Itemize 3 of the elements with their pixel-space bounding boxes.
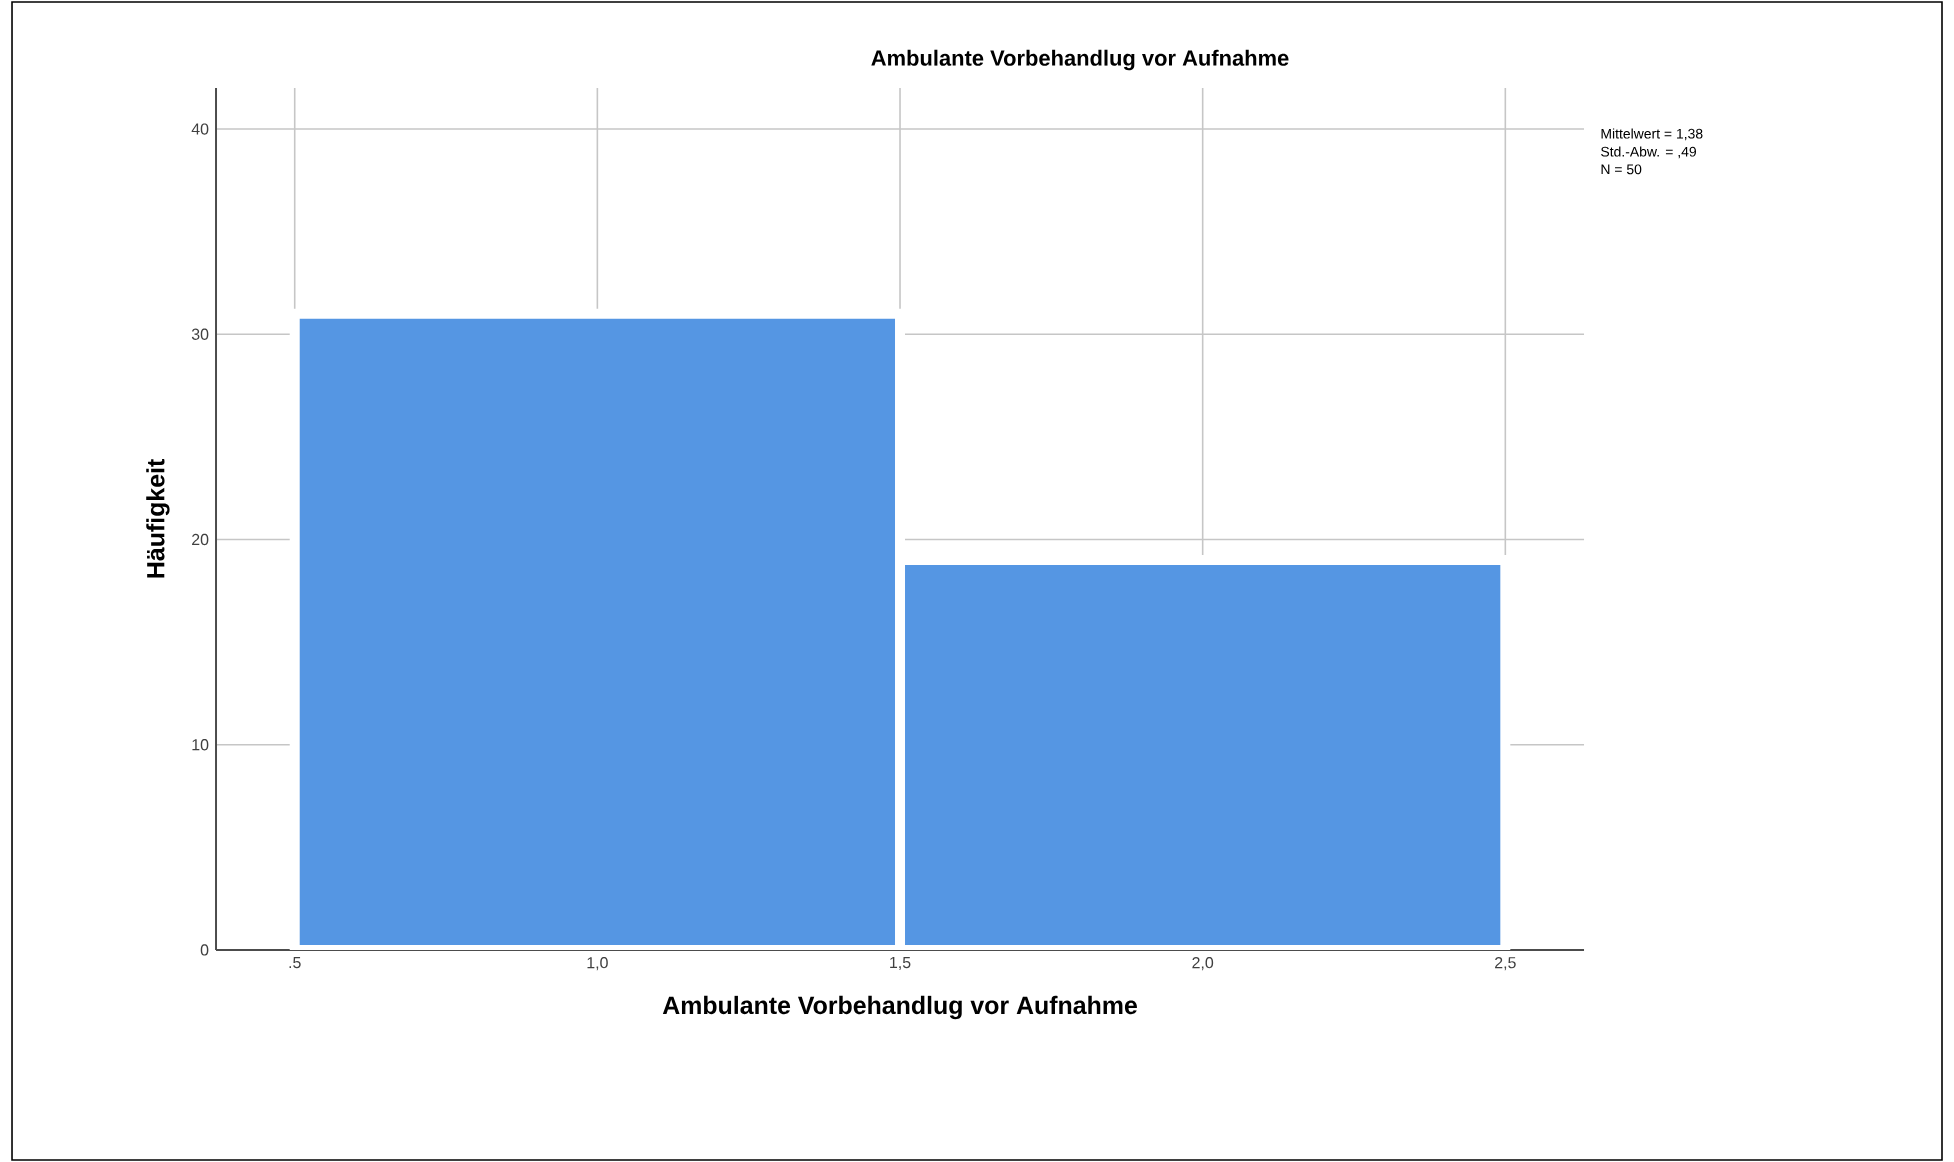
x-axis-title: Ambulante Vorbehandlug vor Aufnahme <box>662 995 1137 1020</box>
chart-title: Ambulante Vorbehandlug vor Aufnahme <box>871 49 1289 71</box>
y-axis-title: Häufigkeit <box>146 459 170 578</box>
